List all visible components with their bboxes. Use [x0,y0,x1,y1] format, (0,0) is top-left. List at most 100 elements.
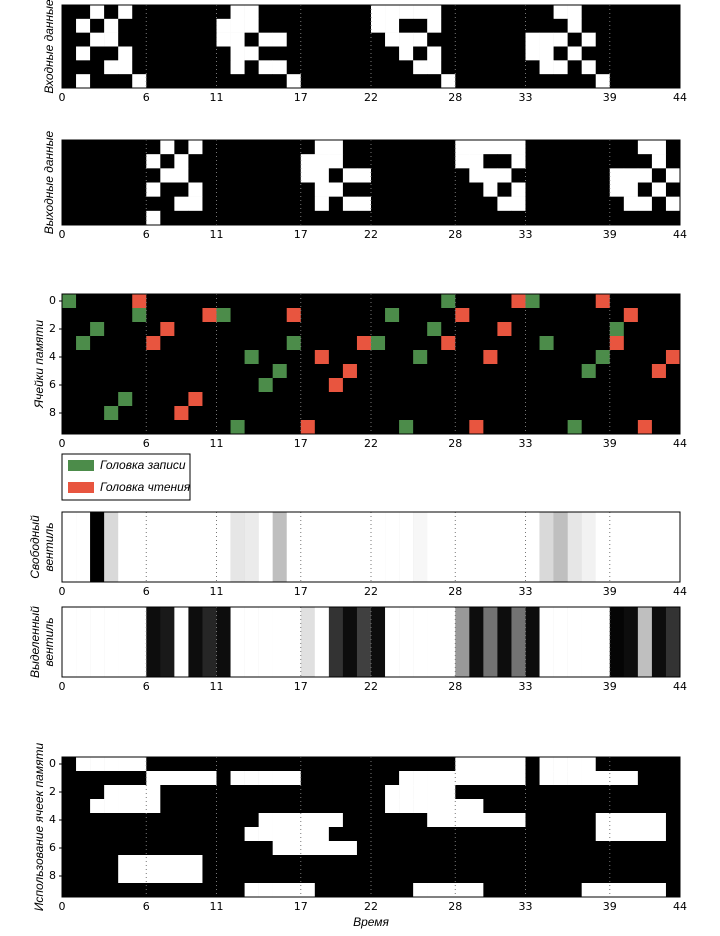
cell [188,512,203,583]
cell [132,182,147,197]
cell [216,771,231,786]
head-mark [160,322,175,336]
cell [637,785,653,800]
x-tick-label: 39 [603,680,617,693]
cell [525,46,540,61]
cell [272,196,288,212]
cell [286,799,302,814]
cell [539,855,554,870]
cell [160,182,175,197]
cell [525,855,540,870]
cell [455,813,470,828]
cell [637,883,653,898]
cell [651,154,667,169]
cell [637,168,653,183]
cell [118,799,133,814]
cell [539,5,554,20]
cell [609,46,625,61]
head-mark [539,336,554,350]
head-mark [202,308,217,322]
cell [314,813,330,828]
cell [581,869,597,884]
cell [609,74,625,89]
cell [469,855,484,870]
cell [188,827,203,842]
cell [553,757,568,772]
cell [483,154,498,169]
cell [202,210,217,226]
cell [76,607,91,678]
cell [665,74,681,89]
cell [160,785,175,800]
cell [399,32,414,47]
cell [132,799,147,814]
cell [497,771,512,786]
cell [188,210,203,226]
panel-frame [61,756,681,898]
cell [609,785,625,800]
cell [427,154,442,169]
cell [216,855,231,870]
y-axis-label: вентиль [42,522,56,571]
x-tick-label: 39 [603,585,617,598]
cell [286,785,302,800]
cell [651,196,667,212]
cell [427,799,442,814]
cell [469,799,484,814]
cell [441,182,456,197]
x-tick-label: 6 [143,437,150,450]
cell [581,855,597,870]
cell [595,813,611,828]
cell [286,154,302,169]
cell [300,827,316,842]
cell [174,883,189,898]
cell [371,512,386,583]
cell [328,140,344,155]
cell [202,869,217,884]
cell [385,841,400,856]
panel [61,606,681,678]
cell [637,32,653,47]
cell [511,32,526,47]
cell [146,210,161,226]
cell [469,841,484,856]
cell [371,827,386,842]
cell [595,140,611,155]
head-mark [118,392,133,406]
cell [132,757,147,772]
cell [342,140,358,155]
cell [609,813,625,828]
cell [427,813,442,828]
cell [62,46,77,61]
cell [567,813,582,828]
cell [286,32,302,47]
cell [356,60,372,75]
cell [104,869,119,884]
x-tick-label: 33 [519,437,533,450]
cell [356,799,372,814]
cell [258,771,273,786]
cell [272,168,288,183]
cell [497,607,512,678]
x-tick-label: 0 [59,900,66,913]
panel [61,139,681,226]
cell [469,140,484,155]
cell [665,841,681,856]
cell [90,32,105,47]
cell [511,757,526,772]
cell [174,60,189,75]
cell [146,60,161,75]
cell [581,607,597,678]
cell [553,841,568,856]
cell [90,607,105,678]
cell [553,18,568,33]
cell [651,869,667,884]
cell [90,5,105,20]
cell [497,196,512,212]
cell [104,785,119,800]
cell [651,74,667,89]
cell [497,182,512,197]
cell [385,46,400,61]
cell [455,855,470,870]
cell [314,799,330,814]
